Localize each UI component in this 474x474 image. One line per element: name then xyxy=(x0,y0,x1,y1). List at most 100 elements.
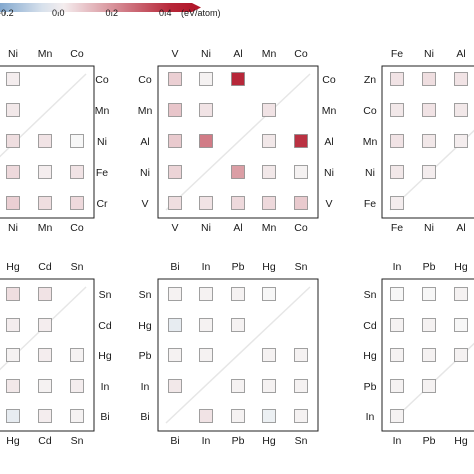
col-label-bottom: Ni xyxy=(201,222,211,234)
heatmap-cell xyxy=(294,348,308,362)
heatmap-cell xyxy=(199,196,213,210)
col-label-top: Cd xyxy=(38,261,52,273)
heatmap-cell xyxy=(454,348,468,362)
heatmap-cell xyxy=(6,409,20,423)
heatmap-cell xyxy=(294,379,308,393)
heatmap-cell xyxy=(38,196,52,210)
heatmap-cell xyxy=(390,72,404,86)
heatmap-cell xyxy=(231,196,245,210)
col-label-bottom: Fe xyxy=(391,222,403,234)
panel-diagonal xyxy=(165,286,311,424)
col-label-bottom: Bi xyxy=(170,435,179,447)
heatmap-cell xyxy=(6,196,20,210)
col-label-bottom: Hg xyxy=(6,435,20,447)
heatmap-cell xyxy=(38,409,52,423)
heatmap-cell xyxy=(199,103,213,117)
heatmap-cell xyxy=(168,72,182,86)
heatmap-cell xyxy=(422,348,436,362)
col-label-bottom: Sn xyxy=(295,435,308,447)
row-label: Hg xyxy=(363,350,377,362)
heatmap-cell xyxy=(199,287,213,301)
row-label: In xyxy=(366,411,375,423)
col-label-bottom: V xyxy=(171,222,178,234)
heatmap-cell xyxy=(38,379,52,393)
heatmap-cell xyxy=(199,409,213,423)
heatmap-cell xyxy=(422,103,436,117)
col-label-bottom: Ni xyxy=(8,222,18,234)
heatmap-cell xyxy=(454,134,468,148)
heatmap-cell xyxy=(38,287,52,301)
col-label-bottom: Al xyxy=(456,222,465,234)
heatmap-cell xyxy=(262,348,276,362)
heatmap-cell xyxy=(38,318,52,332)
panel-frame xyxy=(381,278,474,432)
row-label: Ni xyxy=(140,167,150,179)
row-label-right: Ni xyxy=(324,167,334,179)
heatmap-cell xyxy=(294,409,308,423)
col-label-bottom: Pb xyxy=(232,435,245,447)
row-label: Mn xyxy=(138,105,153,117)
col-label-bottom: Pb xyxy=(423,435,436,447)
col-label-bottom: Cd xyxy=(38,435,52,447)
heatmap-cell xyxy=(422,134,436,148)
colorbar-tick-label: 0.0 xyxy=(52,8,65,18)
heatmap-cell xyxy=(70,134,84,148)
col-label-bottom: Ni xyxy=(424,222,434,234)
row-label: Mn xyxy=(95,105,110,117)
panel-p2: V V Ni Ni Al Al Mn Mn Co Co Co Co Mn Mn Al Al Ni Ni V V xyxy=(138,48,337,234)
colorbar-tick-label: 0.2 xyxy=(105,8,118,18)
row-label-right: Mn xyxy=(322,105,337,117)
heatmap-cell xyxy=(262,287,276,301)
row-label: Co xyxy=(138,74,152,86)
row-label: Pb xyxy=(139,350,152,362)
heatmap-cell xyxy=(262,379,276,393)
heatmap-cell xyxy=(294,165,308,179)
col-label-bottom: In xyxy=(393,435,402,447)
row-label-right: Al xyxy=(324,136,333,148)
panel-p1: Ni Ni Mn Mn Co Co Co Mn Ni Fe Cr xyxy=(0,48,109,234)
heatmap-cell xyxy=(70,165,84,179)
col-label-top: Hg xyxy=(262,261,276,273)
heatmap-cell xyxy=(168,196,182,210)
heatmap-cell xyxy=(390,196,404,210)
col-label-top: Bi xyxy=(170,261,179,273)
heatmap-cell xyxy=(6,379,20,393)
row-label: Fe xyxy=(96,167,108,179)
heatmap-cell xyxy=(454,72,468,86)
heatmap-cell xyxy=(390,348,404,362)
colorbar-unit: (eV/atom) xyxy=(181,8,221,18)
col-label-bottom: Sn xyxy=(71,435,84,447)
heatmap-cell xyxy=(294,196,308,210)
col-label-top: Al xyxy=(233,48,242,60)
heatmap-cell xyxy=(390,379,404,393)
row-label: V xyxy=(141,198,148,210)
row-label: Zn xyxy=(364,74,376,86)
col-label-top: Ni xyxy=(8,48,18,60)
row-label: In xyxy=(141,381,150,393)
panel-p6: In In Pb Pb Hg Hg Sn Cd Hg Pb In xyxy=(363,261,474,447)
heatmap-cell xyxy=(168,318,182,332)
heatmap-cell xyxy=(70,409,84,423)
row-label: In xyxy=(101,381,110,393)
heatmap-cell xyxy=(422,72,436,86)
heatmap-cell xyxy=(38,134,52,148)
col-label-top: Fe xyxy=(391,48,403,60)
panel-p4: Hg Hg Cd Cd Sn Sn Sn Cd Hg In Bi xyxy=(0,261,112,447)
heatmap-cell xyxy=(168,165,182,179)
col-label-top: Al xyxy=(456,48,465,60)
heatmap-cell xyxy=(231,72,245,86)
heatmap-cell xyxy=(422,165,436,179)
heatmap-cell xyxy=(6,72,20,86)
row-label: Sn xyxy=(99,289,112,301)
panel-frame xyxy=(157,65,319,219)
col-label-bottom: Co xyxy=(70,222,84,234)
row-label-right: Co xyxy=(322,74,336,86)
heatmap-cell xyxy=(390,409,404,423)
heatmap-panels: Ni Ni Mn Mn Co Co Co Mn Ni Fe Cr V V Ni Ni Al Al Mn Mn Co Co… xyxy=(0,48,474,447)
col-label-top: Mn xyxy=(38,48,53,60)
col-label-top: Ni xyxy=(424,48,434,60)
col-label-top: In xyxy=(393,261,402,273)
row-label: Bi xyxy=(140,411,149,423)
heatmap-cell xyxy=(454,287,468,301)
heatmap-cell xyxy=(262,165,276,179)
